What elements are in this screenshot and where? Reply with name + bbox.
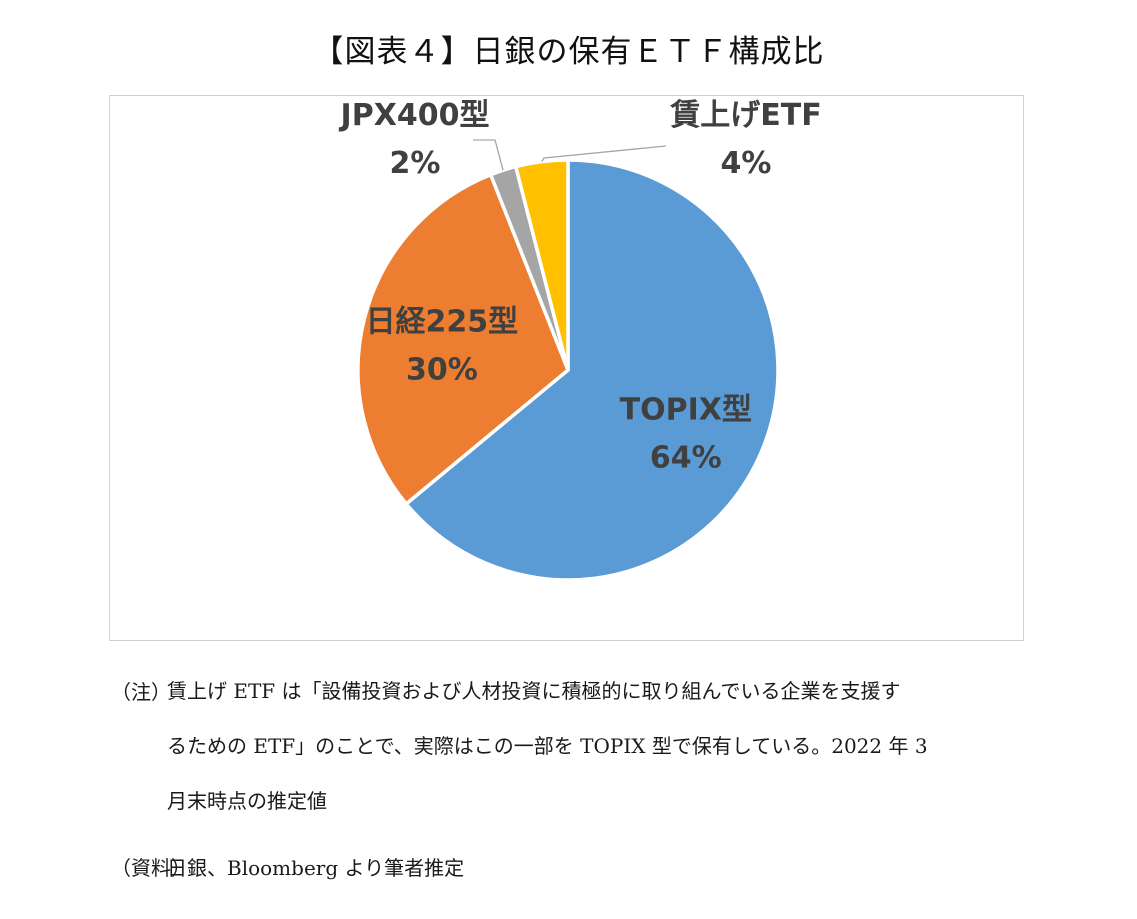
slice-percent-label: 64% [650,440,722,475]
figure-title: 【図表４】日銀の保有ＥＴＦ構成比 [312,34,825,70]
note-line-2: るための ETF」のことで、実際はこの一部を TOPIX 型で保有している。20… [167,734,928,758]
pie-slice-topix [404,158,780,582]
pie-slices [356,158,780,582]
leader-line-jpx400 [473,139,504,171]
source-text: 日銀、Bloomberg より筆者推定 [167,856,465,880]
notes-block: （注） 賃上げ ETF は「設備投資および人材投資に積極的に取り組んでいる企業を… [111,676,1071,841]
note-tag: （注） [111,680,171,704]
chart-area: TOPIX型 64% 日経225型 30% JPX400型 2% 賃上げETF 4% [109,95,1024,641]
data-labels: TOPIX型 64% 日経225型 30% JPX400型 2% 賃上げETF 4% [339,98,822,475]
leader-lines [473,139,667,171]
slice-name-label: JPX400型 [339,98,490,133]
slice-name-label: TOPIX型 [620,392,752,427]
note-row: （注） 賃上げ ETF は「設備投資および人材投資に積極的に取り組んでいる企業を… [111,676,1071,841]
note-line-1: 賃上げ ETF は「設備投資および人材投資に積極的に取り組んでいる企業を支援す [167,679,901,703]
slice-percent-label: 2% [390,146,441,181]
slice-percent-label: 30% [406,353,478,388]
slice-name-label: 日経225型 [366,305,519,340]
slice-percent-label: 4% [721,146,772,181]
slice-name-label: 賃上げETF [669,98,821,133]
source-tag: （資料） [111,856,191,880]
pie-chart: TOPIX型 64% 日経225型 30% JPX400型 2% 賃上げETF 4% [339,98,822,582]
source-row: （資料） 日銀、Bloomberg より筆者推定 [111,852,464,881]
pie-slice-etf [514,158,570,372]
pie-slice-225 [356,172,570,506]
note-body: 賃上げ ETF は「設備投資および人材投資に積極的に取り組んでいる企業を支援す … [167,676,1071,841]
note-line-3: 月末時点の推定値 [167,789,327,813]
leader-line-etf [541,145,667,163]
